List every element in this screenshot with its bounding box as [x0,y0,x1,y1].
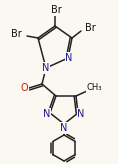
Text: Br: Br [85,23,95,33]
Text: O: O [20,83,28,93]
Text: Br: Br [11,29,21,39]
Text: CH₃: CH₃ [86,83,102,92]
Text: N: N [42,63,50,73]
Text: Br: Br [51,5,61,15]
Text: N: N [65,53,73,63]
Text: N: N [77,109,85,119]
Text: N: N [60,123,68,133]
Text: N: N [43,109,51,119]
